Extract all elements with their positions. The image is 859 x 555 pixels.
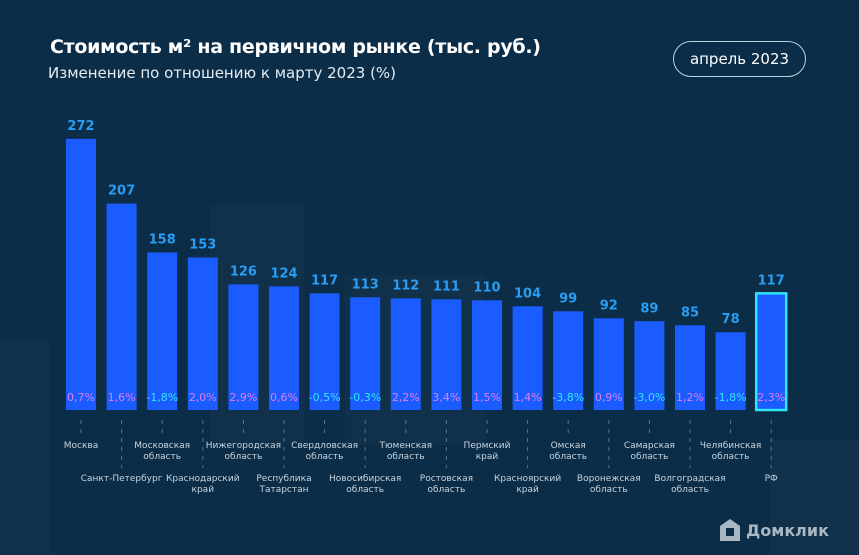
- chart-title: Стоимость м² на первичном рынке (тыс. ру…: [50, 36, 541, 58]
- bar: [754, 292, 788, 412]
- bar: [512, 306, 543, 410]
- category-label: Омская: [551, 441, 586, 451]
- value-label: 78: [722, 312, 740, 327]
- bar: [715, 332, 746, 410]
- category-label: Ростовская: [420, 474, 473, 484]
- change-label: 2,3%: [757, 391, 785, 404]
- category-label: Пермский: [464, 441, 511, 451]
- bar: [106, 203, 137, 410]
- bar: [634, 321, 665, 410]
- category-label: область: [427, 485, 465, 495]
- brand-name: Домклик: [746, 520, 829, 540]
- change-label: 0,7%: [67, 391, 95, 404]
- category-label: край: [476, 452, 499, 462]
- category-label: область: [387, 452, 425, 462]
- value-label: 117: [758, 273, 785, 288]
- category-label: область: [549, 452, 587, 462]
- value-label: 207: [108, 184, 135, 199]
- change-label: 3,4%: [432, 391, 460, 404]
- change-label: 1,2%: [676, 391, 704, 404]
- value-label: 126: [230, 264, 257, 279]
- category-label: Тюменская: [378, 441, 432, 451]
- value-label: 89: [640, 301, 658, 316]
- change-label: 0,9%: [595, 391, 623, 404]
- change-label: -1,8%: [715, 391, 747, 404]
- value-label: 158: [149, 232, 176, 247]
- bar: [553, 311, 584, 410]
- change-label: -3,8%: [552, 391, 584, 404]
- period-badge: апрель 2023: [673, 41, 806, 77]
- bar: [350, 297, 381, 410]
- change-label: 1,6%: [108, 391, 136, 404]
- change-label: 2,9%: [229, 391, 257, 404]
- category-label: Санкт-Петербург: [81, 474, 163, 484]
- change-label: 2,0%: [189, 391, 217, 404]
- category-label: область: [143, 452, 181, 462]
- value-label: 111: [433, 279, 460, 294]
- category-label: область: [224, 452, 262, 462]
- category-label: РФ: [765, 474, 778, 484]
- brand-logo: Домклик: [719, 518, 829, 542]
- category-label: Волгоградская: [654, 474, 725, 484]
- category-label: область: [630, 452, 668, 462]
- bar: [390, 298, 421, 410]
- change-label: 2,2%: [392, 391, 420, 404]
- change-label: -0,5%: [309, 391, 341, 404]
- category-label: область: [346, 485, 384, 495]
- category-label: область: [671, 485, 709, 495]
- change-label: 1,5%: [473, 391, 501, 404]
- bar: [269, 286, 299, 410]
- value-label: 153: [189, 237, 216, 252]
- category-label: Самарская: [624, 441, 675, 451]
- value-label: 113: [352, 277, 379, 292]
- value-label: 92: [600, 298, 618, 313]
- category-label: Челябинская: [700, 441, 761, 451]
- bar: [147, 252, 178, 410]
- category-label: область: [590, 485, 628, 495]
- bar: [309, 293, 340, 410]
- category-label: Татарстан: [258, 485, 308, 495]
- category-label: Красноярский: [494, 474, 561, 484]
- change-label: -3,0%: [633, 391, 665, 404]
- value-label: 272: [67, 119, 94, 134]
- category-label: Республика: [256, 474, 311, 484]
- bar: [675, 325, 705, 410]
- category-label: Свердловская: [291, 441, 358, 451]
- category-label: область: [712, 452, 750, 462]
- category-label: край: [516, 485, 539, 495]
- category-label: Москва: [64, 441, 98, 451]
- category-label: Московская: [134, 441, 190, 451]
- bar: [593, 318, 624, 410]
- value-label: 85: [681, 305, 699, 320]
- bar: [187, 257, 218, 410]
- category-label: Воронежская: [577, 474, 641, 484]
- value-label: 112: [392, 278, 419, 293]
- category-label: область: [306, 452, 344, 462]
- category-label: Краснодарский: [166, 474, 240, 484]
- bar: [431, 299, 462, 410]
- value-label: 117: [311, 273, 338, 288]
- change-label: 1,4%: [514, 391, 542, 404]
- change-label: -0,3%: [349, 391, 381, 404]
- chart-subtitle: Изменение по отношению к марту 2023 (%): [48, 64, 397, 82]
- category-label: край: [192, 485, 215, 495]
- house-logo-icon: [720, 519, 740, 541]
- change-label: -1,8%: [146, 391, 178, 404]
- value-label: 124: [270, 266, 297, 281]
- value-label: 104: [514, 286, 541, 301]
- category-label: Нижегородская: [206, 441, 281, 451]
- bar: [228, 284, 259, 410]
- change-label: 0,6%: [270, 391, 298, 404]
- value-label: 99: [559, 291, 577, 306]
- bar: [472, 300, 502, 410]
- category-label: Новосибирская: [329, 474, 401, 484]
- bar: [66, 138, 96, 411]
- value-label: 110: [473, 280, 500, 295]
